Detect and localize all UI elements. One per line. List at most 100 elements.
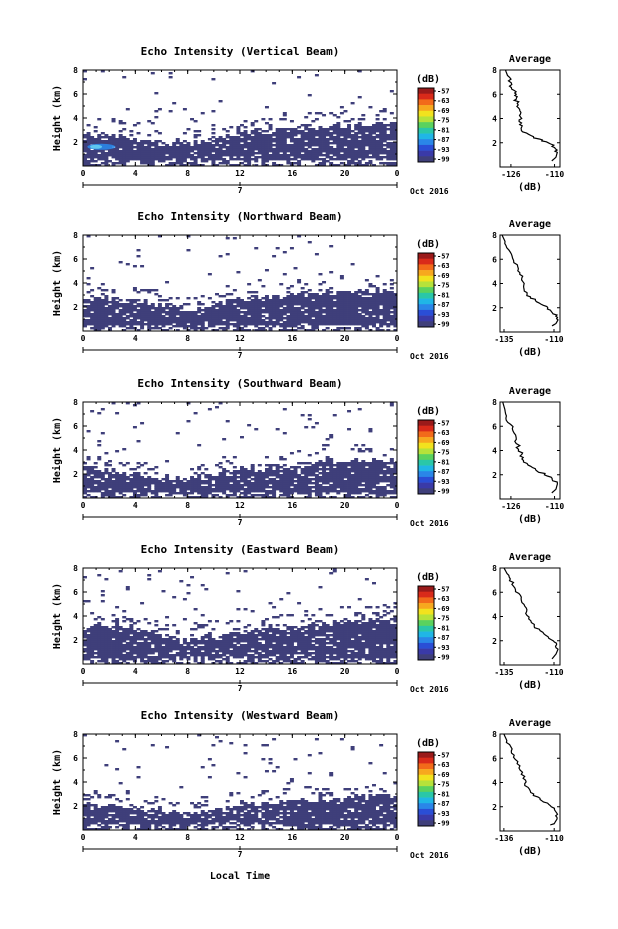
colorbar-tick-label: -81 bbox=[437, 126, 450, 134]
echo-cell bbox=[165, 148, 170, 151]
echo-cell bbox=[393, 492, 398, 495]
echo-cell bbox=[193, 482, 198, 485]
echo-cell bbox=[336, 291, 341, 294]
echo-cell bbox=[100, 317, 105, 320]
echo-cell bbox=[140, 160, 145, 163]
echo-cell bbox=[286, 323, 291, 326]
echo-cell bbox=[379, 144, 384, 147]
echo-cell bbox=[222, 146, 227, 149]
echo-cell bbox=[83, 70, 87, 73]
echo-cell bbox=[200, 488, 205, 491]
x-tick-label: 0 bbox=[81, 169, 86, 178]
echo-cell bbox=[272, 317, 277, 320]
echo-cell bbox=[111, 148, 116, 151]
echo-cell bbox=[268, 309, 273, 312]
echo-cell bbox=[272, 474, 277, 477]
echo-cell bbox=[289, 293, 294, 296]
echo-cell bbox=[132, 474, 137, 477]
echo-cell bbox=[175, 319, 180, 322]
echo-cell bbox=[204, 160, 209, 163]
echo-cell bbox=[150, 305, 155, 308]
echo-cell bbox=[132, 299, 137, 302]
echo-cell bbox=[182, 650, 187, 653]
echo-cell bbox=[264, 303, 269, 306]
echo-cell bbox=[311, 140, 316, 143]
echo-cell bbox=[165, 640, 170, 643]
echo-cell bbox=[300, 136, 305, 139]
echo-cell bbox=[204, 654, 209, 657]
echo-cell bbox=[307, 297, 312, 300]
echo-cell bbox=[357, 496, 362, 499]
echo-cell bbox=[293, 154, 298, 157]
echo-cell bbox=[257, 484, 262, 487]
echo-cell bbox=[300, 299, 305, 302]
echo-cell bbox=[268, 313, 273, 316]
echo-cell bbox=[90, 654, 95, 657]
echo-cell bbox=[250, 472, 255, 475]
colorbar-tick-label: -63 bbox=[437, 97, 450, 105]
echo-cell bbox=[339, 480, 344, 483]
echo-cell bbox=[240, 303, 244, 306]
echo-cell bbox=[129, 618, 134, 621]
echo-cell bbox=[175, 638, 180, 641]
echo-cell bbox=[240, 327, 244, 330]
echo-cell bbox=[100, 488, 105, 491]
echo-cell bbox=[297, 480, 302, 483]
echo-cell bbox=[311, 132, 316, 135]
echo-cell bbox=[254, 474, 259, 477]
echo-cell bbox=[118, 261, 123, 264]
echo-cell bbox=[325, 303, 330, 306]
echo-cell bbox=[179, 654, 184, 657]
echo-cell bbox=[236, 628, 241, 631]
echo-cell bbox=[225, 285, 230, 288]
echo-cell bbox=[382, 492, 387, 495]
echo-cell bbox=[143, 305, 148, 308]
echo-cell bbox=[332, 486, 337, 489]
echo-cell bbox=[272, 470, 277, 473]
echo-cell bbox=[361, 150, 366, 153]
echo-cell bbox=[264, 154, 269, 157]
echo-cell bbox=[322, 158, 327, 161]
echo-cell bbox=[200, 309, 205, 312]
echo-cell bbox=[297, 130, 302, 133]
echo-cell bbox=[314, 299, 319, 302]
echo-cell bbox=[272, 144, 277, 147]
echo-cell bbox=[93, 624, 98, 627]
echo-cell bbox=[143, 142, 148, 145]
echo-cell bbox=[368, 472, 373, 475]
echo-cell bbox=[268, 136, 273, 139]
echo-cell bbox=[190, 476, 195, 479]
echo-cell bbox=[222, 142, 227, 145]
echo-cell bbox=[329, 476, 334, 479]
echo-cell bbox=[254, 321, 259, 324]
echo-cell bbox=[104, 468, 109, 471]
echo-cell bbox=[339, 490, 344, 493]
echo-cell bbox=[204, 488, 209, 491]
echo-cell bbox=[311, 470, 316, 473]
echo-cell bbox=[304, 315, 309, 318]
echo-cell bbox=[93, 652, 98, 655]
echo-cell bbox=[179, 154, 184, 157]
echo-cell bbox=[322, 462, 327, 465]
echo-cell bbox=[332, 301, 337, 304]
echo-cell bbox=[300, 315, 305, 318]
echo-cell bbox=[140, 148, 145, 151]
echo-cell bbox=[282, 432, 287, 435]
echo-cell bbox=[336, 303, 341, 306]
echo-cell bbox=[336, 148, 341, 151]
colorbar-tick-label: -81 bbox=[437, 291, 450, 299]
echo-cell bbox=[97, 636, 102, 639]
echo-cell bbox=[186, 146, 191, 149]
echo-cell bbox=[197, 321, 202, 324]
echo-cell bbox=[100, 658, 105, 661]
echo-cell bbox=[204, 636, 209, 639]
echo-cell bbox=[225, 303, 230, 306]
echo-cell bbox=[314, 319, 319, 322]
echo-cell bbox=[154, 638, 159, 641]
echo-cell bbox=[322, 144, 327, 147]
echo-cell bbox=[307, 156, 312, 159]
echo-cell bbox=[150, 150, 155, 153]
echo-cell bbox=[125, 646, 130, 649]
echo-cell bbox=[200, 494, 205, 497]
echo-cell bbox=[193, 478, 198, 481]
